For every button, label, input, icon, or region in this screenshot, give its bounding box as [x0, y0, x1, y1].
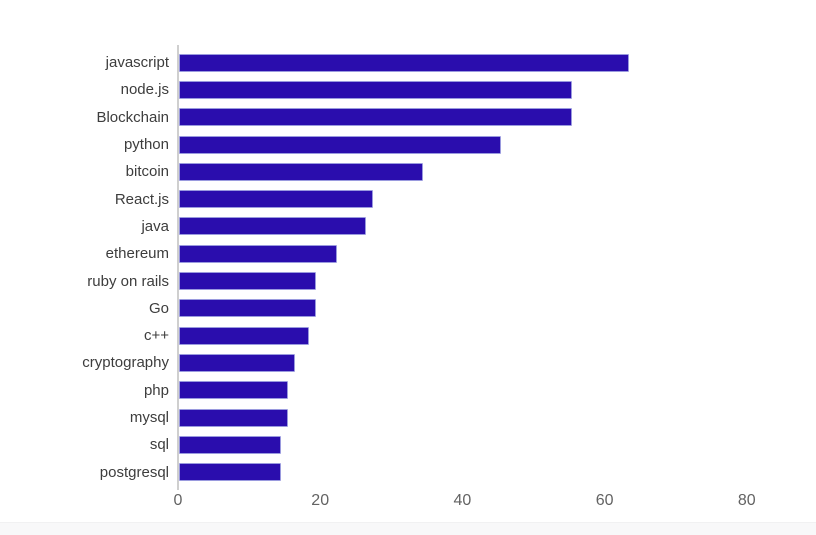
- bar-row: php: [0, 377, 816, 404]
- category-label: java: [141, 217, 169, 235]
- bar: [179, 463, 281, 482]
- bar-row: Go: [0, 295, 816, 322]
- bar: [179, 80, 573, 99]
- y-axis-line: [177, 45, 179, 490]
- bar-row: cryptography: [0, 349, 816, 376]
- bar-row: javascript: [0, 49, 816, 76]
- bar-row: node.js: [0, 76, 816, 103]
- category-label: postgresql: [99, 463, 169, 481]
- bar-row: java: [0, 213, 816, 240]
- bar-row: python: [0, 131, 816, 158]
- category-label: php: [143, 381, 169, 399]
- footer-strip: [0, 522, 816, 535]
- x-tick-label: 40: [453, 492, 472, 509]
- bar-row: c++: [0, 322, 816, 349]
- x-tick-label: 80: [737, 492, 756, 509]
- category-label: Go: [148, 299, 169, 317]
- bar: [179, 162, 423, 181]
- category-label: cryptography: [82, 354, 169, 372]
- category-label: node.js: [120, 81, 169, 99]
- category-label: ethereum: [105, 245, 169, 263]
- bar: [179, 190, 373, 209]
- x-tick-label: 0: [173, 492, 183, 509]
- bar: [179, 135, 501, 154]
- bar-row: React.js: [0, 185, 816, 212]
- bar: [179, 435, 281, 454]
- bar-row: ethereum: [0, 240, 816, 267]
- bar: [179, 217, 366, 236]
- bar: [179, 381, 288, 400]
- category-label: c++: [143, 327, 169, 345]
- bar-row: bitcoin: [0, 158, 816, 185]
- x-tick-label: 60: [595, 492, 614, 509]
- bar: [179, 108, 573, 127]
- bar: [179, 353, 295, 372]
- bar-row: mysql: [0, 404, 816, 431]
- bar: [179, 299, 317, 318]
- bar: [179, 272, 317, 291]
- category-label: ruby on rails: [87, 272, 169, 290]
- bar: [179, 408, 288, 427]
- x-axis-ticks: 0 20 40 60 80: [0, 491, 816, 513]
- bar-rows: javascript node.js Blockchain python bitcoin…: [0, 49, 816, 486]
- category-label: mysql: [129, 409, 169, 426]
- category-label: Blockchain: [96, 108, 169, 126]
- bar: [179, 53, 629, 72]
- category-label: javascript: [105, 54, 169, 72]
- bar-row: ruby on rails: [0, 267, 816, 294]
- bar-row: Blockchain: [0, 104, 816, 131]
- bar-row: postgresql: [0, 458, 816, 485]
- bar-row: sql: [0, 431, 816, 458]
- category-label: sql: [149, 436, 169, 454]
- category-label: React.js: [114, 190, 169, 208]
- bar: [179, 326, 309, 345]
- category-label: bitcoin: [125, 163, 169, 181]
- x-tick-label: 20: [311, 492, 330, 509]
- category-label: python: [123, 136, 169, 154]
- bar: [179, 244, 338, 263]
